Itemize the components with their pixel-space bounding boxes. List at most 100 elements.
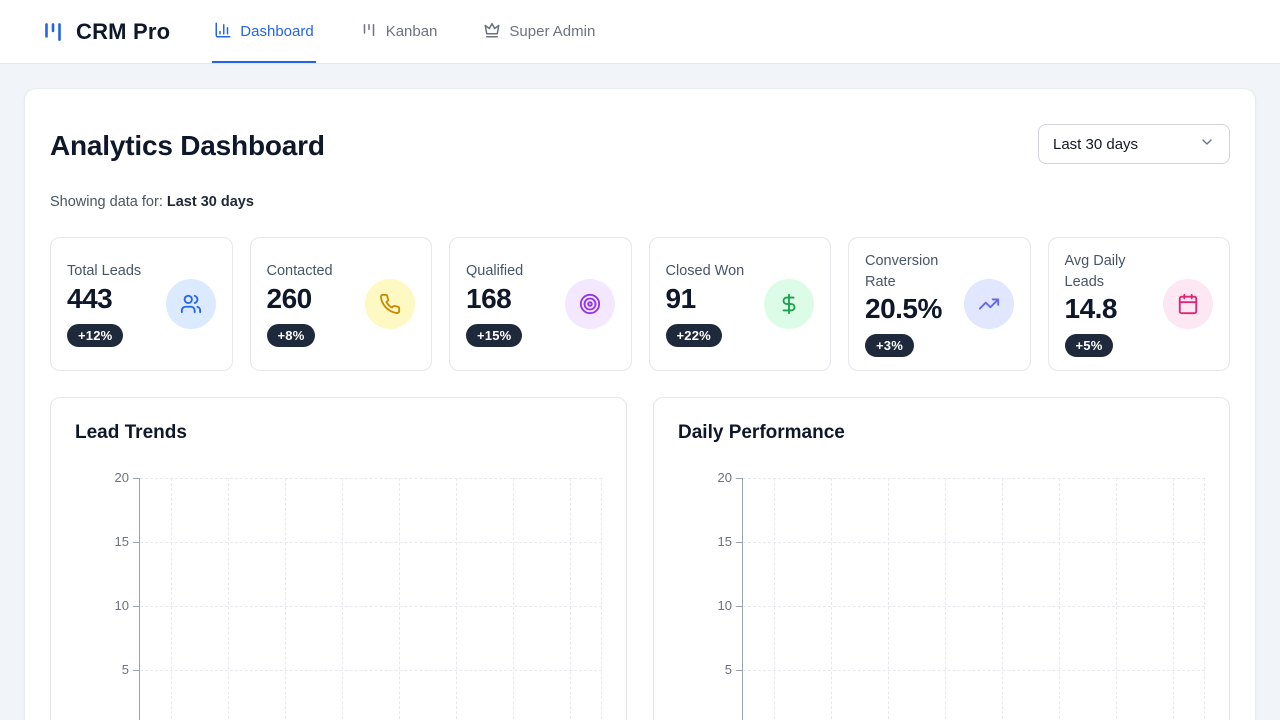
y-axis-tickmark: [133, 478, 139, 479]
daily-performance-card: Daily Performance 20151050: [653, 397, 1230, 720]
top-nav: CRM Pro Dashboard Kanban Super Admin: [0, 0, 1280, 64]
y-axis-tick-label: 10: [114, 598, 129, 613]
panel-header: Analytics Dashboard Last 30 days: [50, 114, 1230, 164]
y-axis-tick-label: 20: [717, 470, 732, 485]
chevron-down-icon: [1199, 134, 1215, 154]
y-axis-tickmark: [133, 670, 139, 671]
stat-delta-badge: +5%: [1064, 333, 1114, 357]
charts-grid: Lead Trends 20151050 Daily Performance 2…: [50, 397, 1230, 720]
date-range-select[interactable]: Last 30 days: [1038, 124, 1230, 164]
crown-icon: [483, 21, 501, 43]
kanban-logo-icon: [45, 22, 61, 41]
bar-chart-icon: [214, 21, 232, 43]
stat-delta-badge: +8%: [266, 323, 316, 347]
gridline-vertical: [342, 478, 343, 720]
date-range-value: Last 30 days: [1053, 135, 1139, 153]
gridline-horizontal: [743, 606, 1205, 607]
y-axis-tickmark: [736, 542, 742, 543]
page-title: Analytics Dashboard: [50, 130, 325, 161]
gridline-vertical: [831, 478, 832, 720]
subtitle-range: Last 30 days: [166, 194, 254, 210]
stat-label: Avg Daily Leads: [1064, 253, 1126, 290]
stat-card-contacted: Contacted 260 +8%: [249, 237, 432, 371]
stat-text: Conversion Rate 20.5% +3%: [865, 251, 958, 357]
showing-data-subtitle: Showing data for: Last 30 days: [50, 194, 1230, 210]
lead-trends-chart: 20151050: [75, 466, 602, 720]
stat-value: 20.5%: [865, 292, 942, 324]
y-axis-tick-label: 5: [121, 662, 129, 677]
gridline-vertical: [945, 478, 946, 720]
gridline-vertical: [171, 478, 172, 720]
stat-text: Total Leads 443 +12%: [67, 261, 141, 347]
stat-text: Qualified 168 +15%: [466, 261, 524, 347]
analytics-panel: Analytics Dashboard Last 30 days Showing…: [24, 88, 1256, 720]
y-axis-tick-label: 15: [717, 534, 732, 549]
stats-grid: Total Leads 443 +12% Contacted 260 +8% Qualifi…: [50, 237, 1230, 371]
gridline-vertical: [1204, 478, 1205, 720]
nav-tab-label: Super Admin: [509, 23, 596, 40]
gridline-horizontal: [140, 542, 602, 543]
brand: CRM Pro: [40, 19, 170, 45]
phone-icon: [365, 279, 415, 329]
stat-card-conversion-rate: Conversion Rate 20.5% +3%: [848, 237, 1031, 371]
stat-delta-badge: +3%: [865, 333, 914, 357]
gridline-vertical: [1002, 478, 1003, 720]
stat-label: Qualified: [466, 263, 524, 280]
gridline-vertical: [513, 478, 514, 720]
nav-tab-kanban[interactable]: Kanban: [358, 1, 440, 63]
gridline-vertical: [570, 478, 571, 720]
y-axis-tick-label: 10: [717, 598, 732, 613]
y-axis-tickmark: [133, 606, 139, 607]
chart-title: Lead Trends: [75, 422, 187, 443]
nav-tab-label: Kanban: [385, 23, 438, 40]
gridline-vertical: [285, 478, 286, 720]
gridline-vertical: [456, 478, 457, 720]
stat-value: 443: [67, 282, 113, 314]
main-nav: Dashboard Kanban Super Admin: [212, 1, 597, 63]
stat-label: Closed Won: [665, 263, 745, 280]
gridline-horizontal: [140, 606, 602, 607]
daily-performance-chart: 20151050: [678, 466, 1205, 720]
dollar-icon: [764, 279, 814, 329]
stat-value: 91: [665, 282, 697, 314]
y-axis-line: [742, 478, 743, 720]
stat-label: Conversion Rate: [865, 253, 939, 290]
gridline-vertical: [1173, 478, 1174, 720]
subtitle-prefix: Showing data for:: [50, 194, 163, 210]
calendar-icon: [1163, 279, 1213, 329]
nav-tab-super-admin[interactable]: Super Admin: [481, 1, 597, 63]
users-icon: [165, 279, 216, 329]
y-axis-tickmark: [133, 542, 139, 543]
chart-title: Daily Performance: [678, 422, 845, 443]
nav-tab-dashboard[interactable]: Dashboard: [212, 1, 316, 63]
y-axis-tick-label: 20: [114, 470, 129, 485]
gridline-vertical: [228, 478, 229, 720]
stat-delta-badge: +15%: [466, 323, 523, 347]
gridline-vertical: [774, 478, 775, 720]
gridline-vertical: [1059, 478, 1060, 720]
stat-card-qualified: Qualified 168 +15%: [449, 237, 632, 371]
nav-tab-label: Dashboard: [240, 23, 314, 40]
stat-card-avg-daily-leads: Avg Daily Leads 14.8 +5%: [1047, 237, 1230, 371]
stat-text: Avg Daily Leads 14.8 +5%: [1064, 251, 1158, 357]
stat-delta-badge: +22%: [665, 323, 722, 347]
gridline-vertical: [399, 478, 400, 720]
y-axis-tick-label: 15: [114, 534, 129, 549]
y-axis-tick-label: 5: [724, 662, 732, 677]
gridline-vertical: [888, 478, 889, 720]
stat-card-total-leads: Total Leads 443 +12%: [50, 237, 233, 371]
y-axis-line: [139, 478, 140, 720]
lead-trends-card: Lead Trends 20151050: [50, 397, 627, 720]
target-icon: [564, 279, 615, 329]
gridline-horizontal: [743, 670, 1205, 671]
gridline-horizontal: [743, 542, 1205, 543]
gridline-vertical: [601, 478, 602, 720]
stat-label: Contacted: [266, 263, 333, 280]
brand-name: CRM Pro: [76, 18, 171, 44]
gridline-horizontal: [140, 670, 602, 671]
gridline-vertical: [1116, 478, 1117, 720]
stat-value: 14.8: [1064, 292, 1118, 324]
y-axis-tickmark: [736, 606, 742, 607]
stat-card-closed-won: Closed Won 91 +22%: [648, 237, 831, 371]
stat-value: 168: [466, 282, 512, 314]
